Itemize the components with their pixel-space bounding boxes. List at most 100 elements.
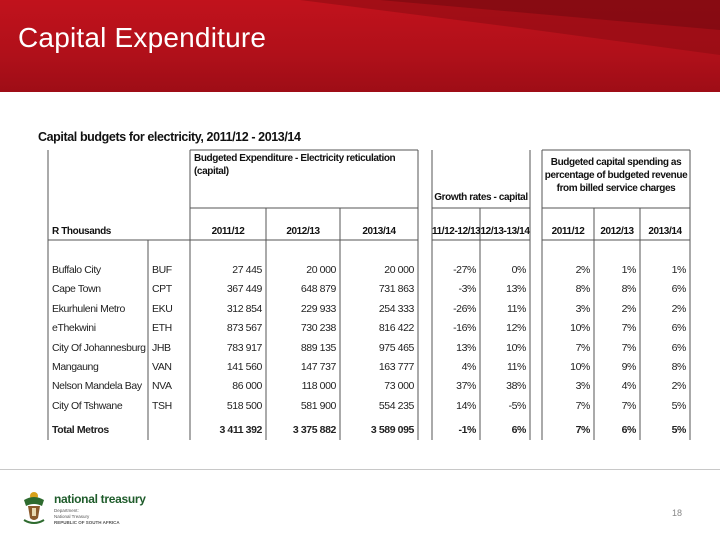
row-pct-1: 10% <box>570 322 590 335</box>
row-growth-1: 13% <box>456 341 476 354</box>
col-year-2013-14: 2013/14 <box>362 226 396 237</box>
col-pct-2011-12: 2011/12 <box>551 226 585 237</box>
row-2012-13: 20 000 <box>306 264 336 276</box>
col-year-2012-13: 2012/13 <box>286 226 320 237</box>
col-growth-2: 12/13-13/14 <box>480 226 530 237</box>
row-code: NVA <box>152 380 172 393</box>
row-pct-1: 3% <box>575 302 591 315</box>
row-name: Buffalo City <box>52 264 101 276</box>
row-2011-12: 873 567 <box>226 322 263 335</box>
row-2013-14: 816 422 <box>378 322 415 335</box>
row-pct-2: 9% <box>621 361 637 373</box>
row-pct-3: 2% <box>671 302 687 315</box>
row-name: eThekwini <box>52 322 96 335</box>
row-pct-2: 7% <box>621 341 637 354</box>
title-banner: Capital Expenditure <box>0 0 720 92</box>
row-2013-14: 554 235 <box>378 399 415 412</box>
header-capital-percentage: Budgeted capital spending as percentage … <box>544 157 688 194</box>
row-pct-1: 2% <box>575 264 591 276</box>
row-growth-1: -16% <box>453 322 476 335</box>
row-2013-14: 254 333 <box>378 302 415 315</box>
header-unit: R Thousands <box>52 226 111 237</box>
row-growth-2: 11% <box>506 302 526 315</box>
row-name: City Of Tshwane <box>52 399 123 412</box>
row-2011-12: 86 000 <box>232 380 262 393</box>
row-2013-14: 73 000 <box>384 380 414 393</box>
row-pct-3: 6% <box>671 283 687 296</box>
row-growth-1: 4% <box>461 361 477 373</box>
org-name: national treasury <box>54 492 146 506</box>
row-2012-13: 648 879 <box>300 283 337 296</box>
total-growth-2: 6% <box>511 424 527 436</box>
row-2012-13: 118 000 <box>301 380 337 393</box>
row-2012-13: 147 737 <box>300 361 337 373</box>
row-2013-14: 163 777 <box>378 361 415 373</box>
row-pct-1: 7% <box>575 399 591 412</box>
row-pct-1: 8% <box>575 283 591 296</box>
total-pct-3: 5% <box>671 424 687 436</box>
row-name: City Of Johannesburg <box>52 341 146 354</box>
row-growth-1: 14% <box>456 399 476 412</box>
row-code: ETH <box>152 322 172 335</box>
row-growth-2: 13% <box>506 283 526 296</box>
col-growth-1: 11/12-12/13 <box>432 226 481 237</box>
row-2013-14: 731 863 <box>378 283 415 296</box>
total-pct-1: 7% <box>575 424 591 436</box>
row-2011-12: 518 500 <box>226 399 263 412</box>
org-line-republic: REPUBLIC OF SOUTH AFRICA <box>54 520 120 525</box>
table-title: Capital budgets for electricity, 2011/12… <box>38 130 301 144</box>
row-2011-12: 312 854 <box>226 302 263 315</box>
row-code: TSH <box>152 399 172 412</box>
row-growth-2: 0% <box>511 264 527 276</box>
row-growth-1: 37% <box>456 380 476 393</box>
row-2013-14: 20 000 <box>384 264 414 276</box>
slide-title: Capital Expenditure <box>18 22 267 53</box>
row-name: Mangaung <box>52 361 99 373</box>
total-label: Total Metros <box>52 424 109 436</box>
total-growth-1: -1% <box>458 424 477 436</box>
total-2012-13: 3 375 882 <box>292 424 337 436</box>
col-pct-2013-14: 2013/14 <box>648 226 682 237</box>
row-name: Cape Town <box>52 283 101 296</box>
page-number: 18 <box>672 508 683 518</box>
row-2012-13: 229 933 <box>300 302 337 315</box>
row-2011-12: 783 917 <box>226 341 263 354</box>
row-pct-1: 7% <box>575 341 591 354</box>
banner-decoration <box>300 0 720 55</box>
row-pct-2: 2% <box>621 302 637 315</box>
coat-of-arms-icon <box>23 492 45 524</box>
row-pct-2: 8% <box>621 283 637 296</box>
row-2012-13: 581 900 <box>300 399 337 412</box>
row-pct-1: 10% <box>570 361 590 373</box>
total-2013-14: 3 589 095 <box>370 424 415 436</box>
header-growth-rates: Growth rates - capital <box>434 192 528 203</box>
row-pct-2: 7% <box>621 399 637 412</box>
row-pct-3: 8% <box>671 361 687 373</box>
row-pct-3: 5% <box>671 399 687 412</box>
row-code: CPT <box>152 283 172 296</box>
row-growth-1: -3% <box>458 283 477 296</box>
org-line-treasury: National Treasury <box>54 514 90 519</box>
col-pct-2012-13: 2012/13 <box>600 226 634 237</box>
org-line-department: Department: <box>54 508 79 513</box>
row-name: Nelson Mandela Bay <box>52 380 142 393</box>
row-code: JHB <box>152 341 171 354</box>
row-code: EKU <box>152 302 173 315</box>
row-pct-1: 3% <box>575 380 591 393</box>
footer-divider <box>0 469 720 470</box>
row-pct-3: 1% <box>671 264 687 276</box>
row-code: VAN <box>152 361 172 373</box>
row-pct-2: 7% <box>621 322 637 335</box>
row-2011-12: 367 449 <box>226 283 263 296</box>
row-growth-2: 10% <box>506 341 526 354</box>
row-growth-1: -27% <box>453 264 476 276</box>
row-pct-3: 2% <box>671 380 687 393</box>
row-growth-2: 38% <box>506 380 526 393</box>
total-2011-12: 3 411 392 <box>219 424 262 436</box>
total-pct-2: 6% <box>621 424 637 436</box>
row-growth-1: -26% <box>453 302 476 315</box>
row-pct-3: 6% <box>671 341 687 354</box>
header-budgeted-expenditure: Budgeted Expenditure - Electricity retic… <box>194 153 396 177</box>
row-2012-13: 889 135 <box>300 341 337 354</box>
col-year-2011-12: 2011/12 <box>211 226 245 237</box>
